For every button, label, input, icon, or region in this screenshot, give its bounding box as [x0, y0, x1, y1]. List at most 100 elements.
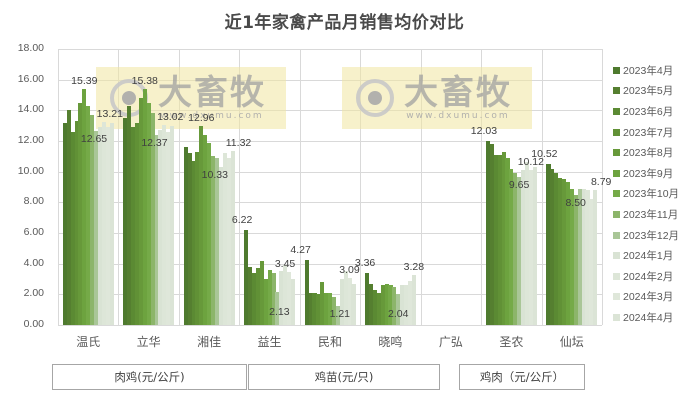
bar [308, 292, 313, 325]
data-label: 10.33 [201, 168, 228, 181]
bar [271, 272, 276, 325]
bar [324, 292, 329, 325]
gridline [602, 49, 603, 325]
bar [244, 229, 249, 325]
legend-item[interactable]: 2023年6月 [613, 101, 679, 122]
category-group-label: 鸡苗(元/只) [248, 364, 440, 390]
y-tick-label: 0.00 [23, 318, 44, 330]
legend-item[interactable]: 2023年7月 [613, 122, 679, 143]
bar [396, 293, 401, 325]
bar [230, 151, 235, 325]
bar [207, 142, 212, 325]
legend-item[interactable]: 2023年10月 [613, 184, 679, 205]
bar [513, 173, 518, 325]
watermark-url: www.dxumu.com [406, 111, 510, 121]
legend-swatch-icon [613, 149, 620, 157]
data-label: 15.39 [71, 75, 98, 88]
y-tick-label: 8.00 [23, 195, 44, 208]
bar [287, 272, 292, 325]
bar [283, 265, 288, 325]
bar [259, 260, 264, 325]
legend-swatch-icon [613, 87, 620, 95]
legend-swatch-icon [613, 210, 620, 218]
watermark-logo-icon [356, 79, 394, 117]
gridline [58, 110, 602, 112]
bar [226, 157, 231, 325]
bar [411, 274, 416, 325]
bar [550, 168, 555, 325]
legend-item[interactable]: 2023年4月 [613, 60, 679, 81]
bar [554, 173, 559, 325]
bar [316, 294, 321, 325]
legend-swatch-icon [613, 190, 620, 198]
x-tick-label: 民和 [317, 335, 342, 349]
bar [170, 125, 175, 325]
bar [291, 279, 296, 325]
bar [312, 292, 317, 325]
bar [388, 285, 393, 325]
y-tick-label: 10.00 [17, 164, 44, 177]
bar [384, 283, 389, 325]
bar [524, 162, 530, 325]
legend-item[interactable]: 2024年2月 [613, 266, 679, 287]
legend-item[interactable]: 2024年1月 [613, 245, 679, 266]
legend-label: 2023年10月 [623, 188, 680, 201]
bar [581, 188, 586, 325]
bar [142, 89, 147, 325]
bar [577, 188, 582, 325]
legend-item[interactable]: 2023年9月 [613, 163, 679, 184]
legend-item[interactable]: 2023年5月 [613, 81, 679, 102]
x-tick-label: 圣农 [499, 335, 524, 349]
data-label: 13.21 [96, 108, 123, 121]
bar [400, 285, 405, 325]
watermark: 大畜牧 www.dxumu.com [342, 67, 532, 129]
bar [392, 286, 397, 325]
bar [509, 168, 514, 325]
bar [199, 126, 204, 325]
legend-item[interactable]: 2024年3月 [613, 287, 679, 308]
gridline [58, 49, 602, 50]
legend: 2023年4月 2023年5月 2023年6月 2023年7月 2023年8月 2023年… [613, 60, 679, 328]
legend-swatch-icon [613, 293, 620, 301]
legend-item[interactable]: 2023年12月 [613, 225, 679, 246]
legend-swatch-icon [613, 128, 620, 136]
gridline [58, 49, 59, 325]
gridline [481, 49, 483, 325]
data-label: 10.52 [531, 147, 558, 160]
gridline [58, 79, 602, 81]
gridline [58, 171, 602, 173]
bar [335, 306, 340, 325]
bar [187, 153, 192, 325]
bar [347, 277, 352, 325]
bar [497, 154, 502, 325]
bar [407, 280, 413, 325]
bar [97, 127, 103, 325]
legend-label: 2023年7月 [623, 126, 674, 139]
y-tick-label: 18.00 [17, 42, 44, 54]
bar [493, 154, 498, 325]
bar [328, 292, 333, 325]
bar [195, 151, 200, 325]
legend-item[interactable]: 2024年4月 [613, 307, 679, 328]
y-tick-label: 2.00 [23, 287, 44, 300]
bar [546, 163, 551, 325]
bar [127, 105, 132, 325]
watermark: 大畜牧 www.dxumu.com [96, 67, 286, 129]
y-tick-label: 14.00 [17, 103, 44, 116]
plot-area: 大畜牧 www.dxumu.com 大畜牧 www.dxumu.com 15.3… [58, 49, 611, 326]
data-label: 3.45 [274, 258, 296, 271]
legend-item[interactable]: 2023年8月 [613, 142, 679, 163]
legend-label: 2023年8月 [623, 147, 674, 160]
gridline [178, 49, 180, 325]
x-tick-label: 湘佳 [197, 335, 222, 349]
legend-label: 2023年9月 [623, 167, 674, 180]
chart-title: 近1年家禽产品月销售均价对比 [224, 13, 465, 33]
bar [505, 157, 510, 325]
bar [569, 188, 574, 325]
data-label: 6.22 [231, 213, 253, 226]
data-label: 13.02 [157, 111, 184, 124]
data-label: 3.09 [339, 263, 360, 276]
bar [162, 125, 167, 325]
legend-item[interactable]: 2023年11月 [613, 204, 679, 225]
watermark-text: 大畜牧 [404, 73, 512, 113]
